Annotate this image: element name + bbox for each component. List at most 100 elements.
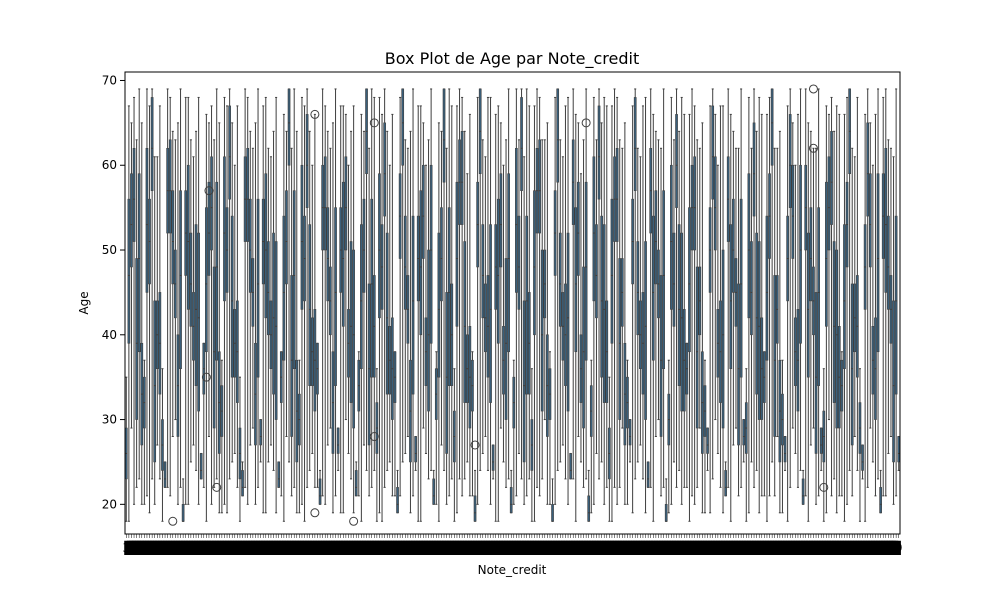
box-group xyxy=(515,88,518,497)
box-group xyxy=(641,105,645,480)
box-iqr xyxy=(285,190,288,285)
x-tick-label: █ xyxy=(283,540,294,555)
x-tick-label: █ xyxy=(803,540,814,555)
box-group xyxy=(569,452,572,480)
x-tick-label: █ xyxy=(221,540,232,555)
x-tick-label: █ xyxy=(330,540,341,555)
x-tick-label: █ xyxy=(320,540,331,555)
box-group xyxy=(349,130,353,480)
y-tick-label: 60 xyxy=(102,158,117,172)
box-group xyxy=(432,469,436,505)
box-iqr xyxy=(427,249,430,412)
x-tick-label: █ xyxy=(769,540,780,555)
x-tick-label: █ xyxy=(581,540,592,555)
box-iqr xyxy=(551,504,554,522)
x-tick-label: █ xyxy=(420,540,431,555)
x-tick-label: █ xyxy=(857,540,868,555)
x-tick-label: █ xyxy=(356,540,367,555)
box-iqr xyxy=(205,207,208,353)
x-axis-label: Note_credit xyxy=(478,563,547,577)
x-tick-label: █ xyxy=(593,540,604,555)
box-group xyxy=(502,164,505,463)
x-tick-label: █ xyxy=(544,540,555,555)
box-iqr xyxy=(437,232,441,378)
box-iqr xyxy=(305,114,309,208)
x-tick-label: █ xyxy=(555,540,566,555)
box-group xyxy=(329,147,332,429)
y-axis-label: Age xyxy=(77,291,91,314)
box-iqr xyxy=(783,436,787,463)
x-tick-label: █ xyxy=(746,540,757,555)
box-group xyxy=(429,88,433,471)
box-group xyxy=(316,342,319,488)
box-group xyxy=(861,444,864,480)
box-group xyxy=(261,105,265,514)
x-tick-label: █ xyxy=(423,540,434,555)
box-group xyxy=(499,122,503,429)
x-tick-label: █ xyxy=(488,540,499,555)
x-tick-label: █ xyxy=(852,540,863,555)
x-tick-label: █ xyxy=(198,540,209,555)
x-tick-label: █ xyxy=(462,540,473,555)
x-tick-label: █ xyxy=(606,540,617,555)
x-tick-label: █ xyxy=(216,540,227,555)
x-tick-label: █ xyxy=(214,540,225,555)
x-tick-label: █ xyxy=(813,540,824,555)
box-iqr xyxy=(145,147,149,293)
box-group xyxy=(223,96,226,505)
box-iqr xyxy=(411,215,415,395)
outlier-point xyxy=(310,508,320,518)
x-tick-label: █ xyxy=(730,540,741,555)
x-tick-label: █ xyxy=(661,540,672,555)
x-tick-label: █ xyxy=(245,540,256,555)
x-tick-label: █ xyxy=(268,540,279,555)
x-tick-label: █ xyxy=(477,540,488,555)
x-tick-label: █ xyxy=(880,540,891,555)
box-group xyxy=(339,105,343,514)
x-tick-label: █ xyxy=(686,540,697,555)
box-iqr xyxy=(558,232,562,327)
box-group xyxy=(806,122,810,522)
outlier-point xyxy=(369,118,379,128)
box-iqr xyxy=(264,173,268,319)
box-group xyxy=(207,122,211,438)
box-group xyxy=(282,113,286,522)
x-tick-label: █ xyxy=(733,540,744,555)
x-tick-label: █ xyxy=(653,540,664,555)
x-tick-label: █ xyxy=(289,540,300,555)
x-tick-label: █ xyxy=(188,540,199,555)
box-iqr xyxy=(584,181,588,361)
x-tick-label: █ xyxy=(860,540,871,555)
x-tick-label: █ xyxy=(885,540,896,555)
box-group xyxy=(703,359,707,514)
box-group xyxy=(360,113,363,522)
box-group xyxy=(874,113,877,497)
box-group xyxy=(391,113,394,497)
x-tick-label: █ xyxy=(679,540,690,555)
box-group xyxy=(778,130,782,514)
box-group xyxy=(236,105,239,488)
box-iqr xyxy=(163,461,167,488)
x-tick-label: █ xyxy=(772,540,783,555)
box-iqr xyxy=(223,156,226,302)
box-iqr xyxy=(525,215,529,395)
box-group xyxy=(574,113,578,522)
box-iqr xyxy=(752,122,756,217)
box-group xyxy=(659,147,663,497)
box-group xyxy=(179,88,182,488)
box-iqr xyxy=(256,198,260,378)
x-tick-label: █ xyxy=(322,540,333,555)
x-tick-label: █ xyxy=(511,540,522,555)
x-tick-label: █ xyxy=(738,540,749,555)
box-iqr xyxy=(274,241,278,420)
box-group xyxy=(799,88,802,471)
box-group xyxy=(341,105,345,514)
box-iqr xyxy=(615,147,619,242)
x-tick-label: █ xyxy=(286,540,297,555)
x-tick-label: █ xyxy=(374,540,385,555)
x-tick-label: █ xyxy=(392,540,403,555)
box-group xyxy=(530,368,534,522)
box-iqr xyxy=(577,181,580,276)
box-group xyxy=(504,139,508,488)
x-tick-label: █ xyxy=(170,540,181,555)
